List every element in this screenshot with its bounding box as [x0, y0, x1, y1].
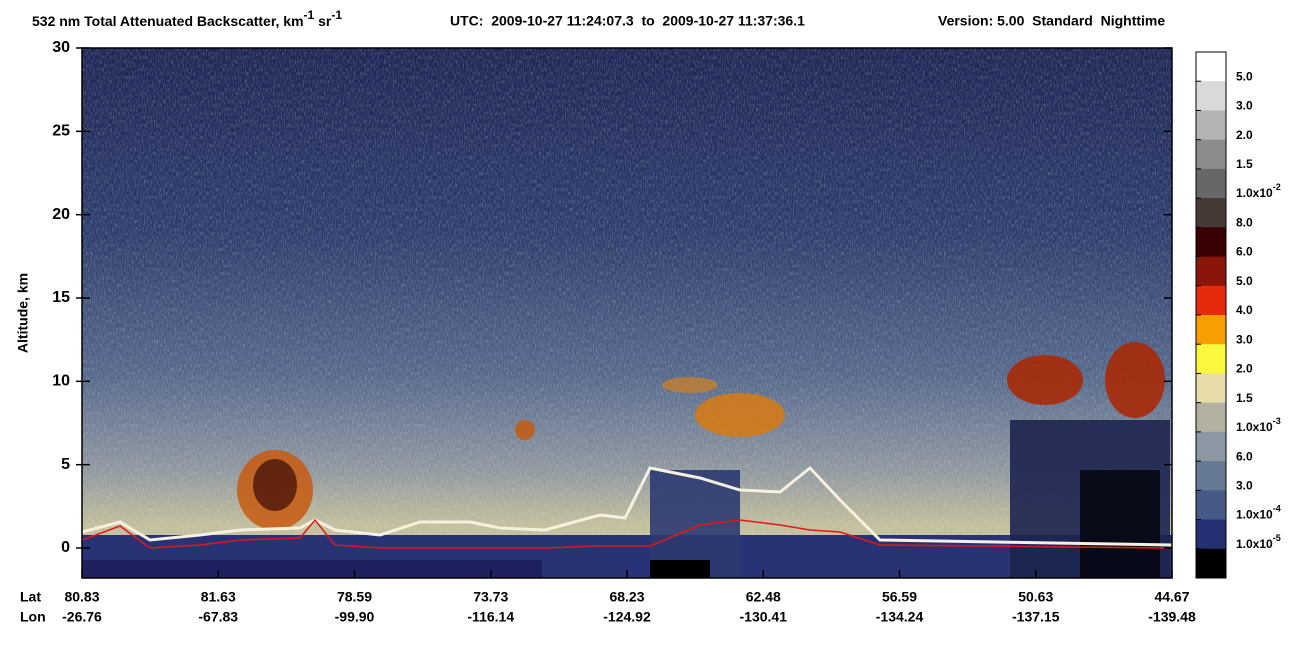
colorbar-segment: [1196, 548, 1226, 579]
colorbar-label: 6.0: [1236, 449, 1253, 463]
colorbar-label-base: 1.0x10: [1236, 508, 1273, 522]
lat-label: 56.59: [882, 589, 917, 605]
lat-label: 78.59: [337, 589, 372, 605]
y-tick-label: 15: [52, 289, 70, 306]
colorbar-label: 2.0: [1236, 362, 1253, 376]
title-quantity: 532 nm Total Attenuated Backscatter, km: [32, 13, 304, 29]
colorbar-label-base: 1.0x10: [1236, 537, 1273, 551]
row-label: Lat: [20, 589, 41, 605]
lon-label: -137.15: [1012, 609, 1060, 625]
title-time: UTC: 2009-10-27 11:24:07.3 to 2009-10-27…: [450, 13, 805, 29]
shadow: [650, 560, 710, 578]
y-tick-label: 30: [52, 39, 70, 56]
lat-label: 81.63: [201, 589, 236, 605]
lon-label: -139.48: [1148, 609, 1196, 625]
colorbar-segment: [1196, 227, 1226, 258]
title: 532 nm Total Attenuated Backscatter, km-…: [32, 8, 342, 29]
lat-label: 80.83: [64, 589, 99, 605]
lon-label: -130.41: [740, 609, 788, 625]
lat-label: 44.67: [1154, 589, 1189, 605]
lon-label: -26.76: [62, 609, 102, 625]
colorbar-segment: [1196, 256, 1226, 287]
lon-label: -67.83: [198, 609, 238, 625]
colorbar-label: 5.0: [1236, 69, 1253, 83]
curtain-image: [82, 48, 1172, 578]
lat-label: 62.48: [746, 589, 781, 605]
shadow: [82, 560, 542, 578]
colorbar-segment: [1196, 198, 1226, 228]
lon-label: -116.14: [467, 609, 514, 625]
colorbar-segment: [1196, 168, 1226, 199]
y-tick-label: 25: [52, 123, 70, 140]
colorbar-label: 1.0x10-2: [1236, 182, 1281, 200]
colorbar-label: 1.0x10-4: [1236, 504, 1281, 522]
cloud: [253, 459, 297, 511]
colorbar-segment: [1196, 490, 1226, 521]
colorbar-segment: [1196, 110, 1226, 141]
colorbar-label: 2.0: [1236, 128, 1253, 142]
lon-label: -124.92: [603, 609, 651, 625]
cloud-top: [82, 465, 1172, 547]
colorbar-label: 8.0: [1236, 216, 1253, 230]
y-tick-label: 0: [61, 539, 70, 556]
colorbar-label: 5.0: [1236, 274, 1253, 288]
colorbar-segment: [1196, 315, 1226, 345]
lat-label: 50.63: [1018, 589, 1053, 605]
colorbar-label: 3.0: [1236, 479, 1253, 493]
colorbar-label-exp: -5: [1273, 533, 1281, 543]
cloud: [515, 420, 535, 440]
cloud: [1105, 342, 1165, 418]
colorbar-segment: [1196, 519, 1226, 550]
cloud: [662, 377, 718, 393]
colorbar-segment: [1196, 81, 1226, 111]
cloud: [1007, 355, 1083, 405]
lat-label: 73.73: [473, 589, 508, 605]
colorbar-label: 6.0: [1236, 245, 1253, 259]
colorbar-label: 4.0: [1236, 303, 1253, 317]
colorbar-label-exp: -3: [1273, 416, 1281, 426]
colorbar-segment: [1196, 461, 1226, 491]
colorbar-label: 1.5: [1236, 157, 1253, 171]
cloud: [695, 393, 785, 437]
colorbar-label: 3.0: [1236, 332, 1253, 346]
y-axis-label: Altitude, km: [15, 273, 31, 353]
colorbar-segment: [1196, 139, 1226, 170]
colorbar-segment: [1196, 344, 1226, 374]
colorbar-label: 1.5: [1236, 391, 1253, 405]
colorbar-segment: [1196, 52, 1226, 82]
colorbar-label-exp: -2: [1273, 182, 1281, 192]
lon-label: -134.24: [876, 609, 924, 625]
title-exp: -1: [304, 8, 315, 22]
title-exp: -1: [331, 8, 342, 22]
colorbar-segment: [1196, 285, 1226, 316]
colorbar-label: 1.0x10-5: [1236, 533, 1281, 551]
y-tick-label: 5: [61, 456, 70, 473]
title-version: Version: 5.00 Standard Nighttime: [938, 13, 1165, 29]
colorbar-label: 1.0x10-3: [1236, 416, 1281, 434]
shadow: [1080, 470, 1160, 578]
y-tick-label: 20: [52, 206, 70, 223]
lat-label: 68.23: [609, 589, 644, 605]
colorbar-label-exp: -4: [1273, 504, 1281, 514]
colorbar-segment: [1196, 402, 1226, 433]
colorbar-segment: [1196, 373, 1226, 404]
row-label: Lon: [20, 609, 46, 625]
colorbar-label-base: 1.0x10: [1236, 420, 1273, 434]
y-tick-label: 10: [52, 373, 70, 390]
colorbar-label-base: 1.0x10: [1236, 186, 1273, 200]
surface-line: [82, 518, 1172, 549]
title-unit: sr: [314, 13, 332, 29]
colorbar-segment: [1196, 431, 1226, 462]
lon-label: -99.90: [335, 609, 375, 625]
colorbar-label: 3.0: [1236, 99, 1253, 113]
